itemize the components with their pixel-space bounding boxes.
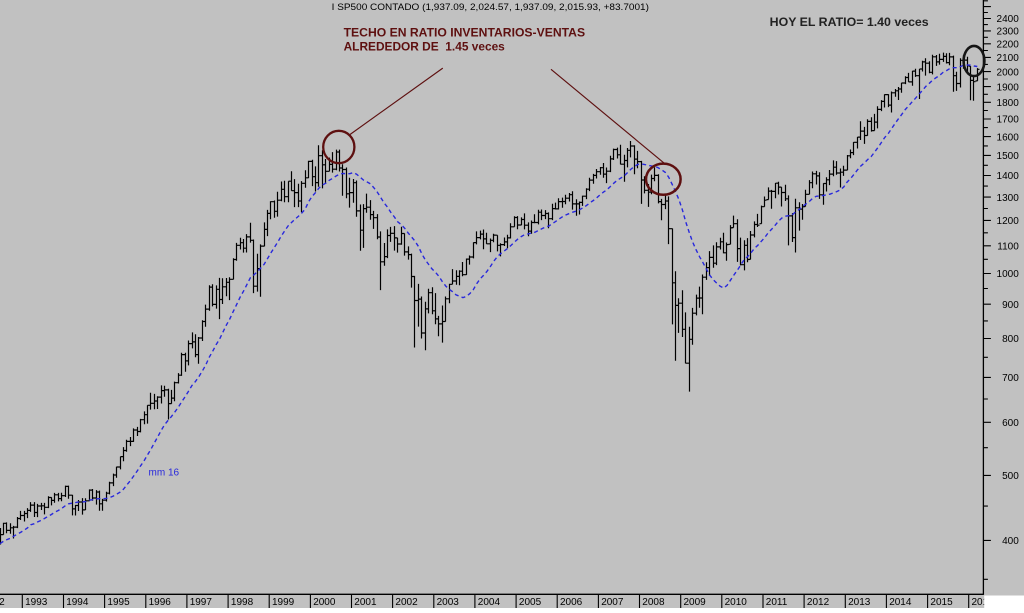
svg-text:2011: 2011: [766, 597, 788, 608]
svg-text:HOY EL RATIO= 1.40 veces: HOY EL RATIO= 1.40 veces: [770, 17, 929, 29]
svg-text:700: 700: [1002, 373, 1019, 384]
svg-text:2001: 2001: [354, 597, 377, 608]
svg-text:1995: 1995: [107, 597, 130, 608]
svg-text:400: 400: [1002, 536, 1019, 547]
svg-text:1100: 1100: [997, 242, 1019, 253]
svg-text:2007: 2007: [601, 597, 624, 608]
svg-text:2009: 2009: [684, 597, 707, 608]
svg-text:2013: 2013: [848, 597, 871, 608]
svg-text:1993: 1993: [25, 597, 48, 608]
svg-text:1400: 1400: [997, 171, 1020, 182]
svg-text:2014: 2014: [889, 597, 912, 608]
svg-text:1900: 1900: [997, 82, 1020, 93]
svg-text:2400: 2400: [997, 14, 1020, 25]
svg-text:2010: 2010: [725, 597, 748, 608]
svg-text:2016: 2016: [972, 597, 995, 608]
svg-text:900: 900: [1002, 300, 1019, 311]
svg-text:2300: 2300: [997, 27, 1020, 38]
svg-text:1994: 1994: [66, 597, 89, 608]
svg-text:1998: 1998: [231, 597, 254, 608]
svg-text:2100: 2100: [997, 53, 1020, 64]
svg-text:1300: 1300: [997, 193, 1020, 204]
svg-text:1600: 1600: [997, 132, 1020, 143]
svg-text:2000: 2000: [313, 597, 336, 608]
svg-text:1992: 1992: [0, 597, 5, 608]
svg-text:1000: 1000: [997, 269, 1020, 280]
svg-text:2006: 2006: [560, 597, 583, 608]
svg-text:500: 500: [1002, 471, 1019, 482]
svg-text:2005: 2005: [519, 597, 542, 608]
svg-text:1997: 1997: [190, 597, 213, 608]
svg-text:1996: 1996: [149, 597, 172, 608]
svg-text:1999: 1999: [272, 597, 295, 608]
svg-text:2000: 2000: [997, 67, 1020, 78]
svg-text:600: 600: [1002, 418, 1019, 429]
svg-text:ALREDEDOR DE 1.45 veces: ALREDEDOR DE 1.45 veces: [344, 42, 505, 54]
svg-text:TECHO EN RATIO INVENTARIOS-VEN: TECHO EN RATIO INVENTARIOS-VENTAS: [344, 27, 586, 39]
svg-text:1500: 1500: [997, 151, 1020, 162]
svg-text:2200: 2200: [997, 40, 1020, 51]
svg-text:I SP500 CONTADO (1,937.09, 2,0: I SP500 CONTADO (1,937.09, 2,024.57, 1,9…: [332, 2, 649, 12]
svg-text:2003: 2003: [437, 597, 460, 608]
svg-text:800: 800: [1002, 334, 1019, 345]
svg-text:2004: 2004: [478, 597, 501, 608]
svg-text:2008: 2008: [642, 597, 665, 608]
svg-text:1200: 1200: [997, 216, 1020, 227]
svg-text:2015: 2015: [930, 597, 953, 608]
svg-text:2012: 2012: [807, 597, 830, 608]
svg-text:2002: 2002: [395, 597, 418, 608]
svg-text:mm 16: mm 16: [149, 468, 180, 479]
svg-text:1800: 1800: [997, 98, 1020, 109]
svg-text:1700: 1700: [997, 115, 1020, 126]
